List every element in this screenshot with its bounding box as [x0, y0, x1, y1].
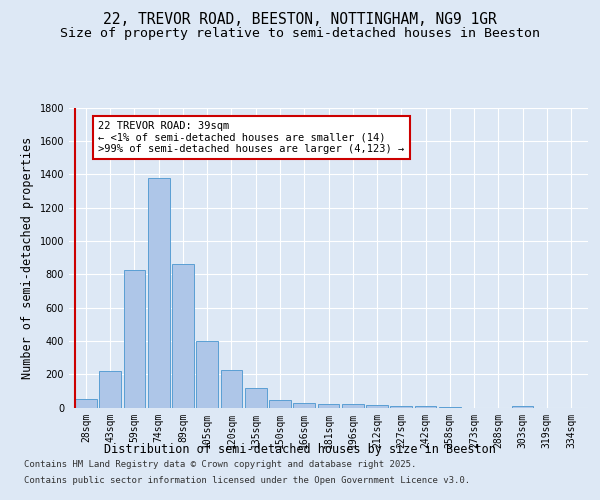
Bar — [391, 406, 412, 407]
Bar — [439, 406, 461, 408]
Text: 22 TREVOR ROAD: 39sqm
← <1% of semi-detached houses are smaller (14)
>99% of sem: 22 TREVOR ROAD: 39sqm ← <1% of semi-deta… — [98, 121, 404, 154]
Bar — [148, 178, 170, 408]
Bar — [124, 270, 145, 407]
Text: Contains public sector information licensed under the Open Government Licence v3: Contains public sector information licen… — [24, 476, 470, 485]
Bar — [512, 406, 533, 407]
Bar — [221, 370, 242, 408]
Text: Size of property relative to semi-detached houses in Beeston: Size of property relative to semi-detach… — [60, 28, 540, 40]
Bar — [317, 404, 340, 407]
Bar — [269, 400, 291, 407]
Bar — [172, 264, 194, 408]
Bar — [196, 341, 218, 407]
Bar — [100, 371, 121, 408]
Bar — [342, 404, 364, 407]
Text: Contains HM Land Registry data © Crown copyright and database right 2025.: Contains HM Land Registry data © Crown c… — [24, 460, 416, 469]
Y-axis label: Number of semi-detached properties: Number of semi-detached properties — [21, 136, 34, 378]
Bar — [75, 399, 97, 407]
Bar — [245, 388, 266, 407]
Bar — [366, 405, 388, 407]
Text: Distribution of semi-detached houses by size in Beeston: Distribution of semi-detached houses by … — [104, 442, 496, 456]
Bar — [415, 406, 436, 407]
Text: 22, TREVOR ROAD, BEESTON, NOTTINGHAM, NG9 1GR: 22, TREVOR ROAD, BEESTON, NOTTINGHAM, NG… — [103, 12, 497, 28]
Bar — [293, 402, 315, 407]
